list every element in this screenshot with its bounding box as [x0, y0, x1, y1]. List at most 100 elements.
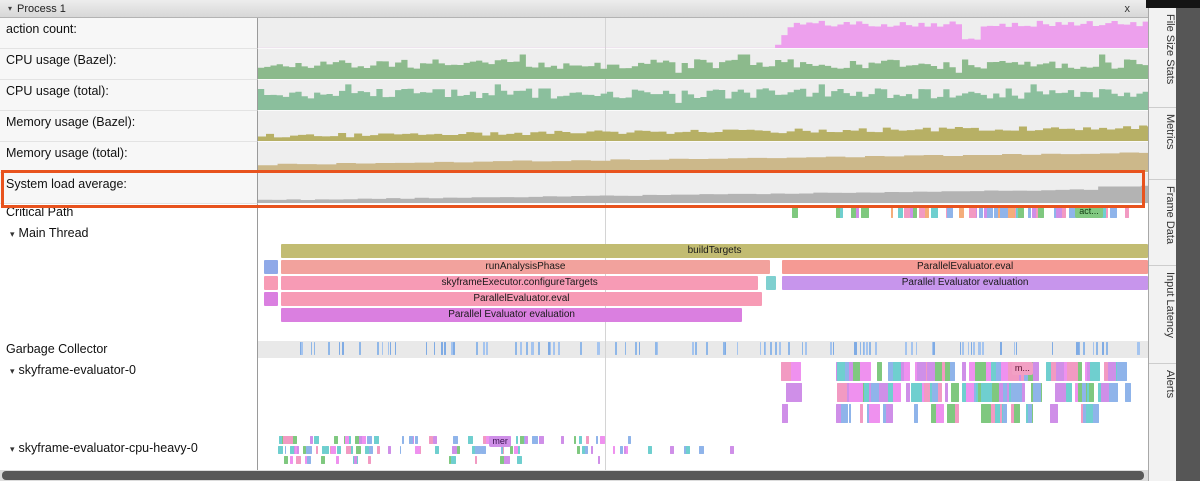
- event-tick[interactable]: [1083, 383, 1094, 402]
- event-tick[interactable]: [990, 404, 996, 423]
- scrollbar-thumb[interactable]: [2, 471, 1144, 480]
- event-tick[interactable]: [905, 383, 911, 402]
- event-tick[interactable]: [1079, 342, 1081, 355]
- event-tick[interactable]: [389, 342, 392, 355]
- event-tick[interactable]: [985, 205, 994, 218]
- flame-bar[interactable]: ParallelEvaluator.eval: [281, 292, 762, 306]
- event-tick[interactable]: [476, 342, 478, 355]
- event-tick[interactable]: [335, 456, 340, 464]
- event-tick[interactable]: [962, 362, 966, 381]
- event-tick[interactable]: [1033, 383, 1037, 402]
- evaluator-cpu-heavy-chip[interactable]: mer: [489, 436, 511, 447]
- event-tick[interactable]: [1054, 383, 1067, 402]
- event-tick[interactable]: [486, 342, 488, 355]
- event-tick[interactable]: [862, 342, 864, 355]
- flame-bar[interactable]: ParallelEvaluator.eval: [782, 260, 1148, 274]
- event-tick[interactable]: [866, 342, 868, 355]
- event-tick[interactable]: [296, 456, 301, 464]
- event-tick[interactable]: [995, 362, 1002, 381]
- event-tick[interactable]: [978, 362, 987, 381]
- event-tick[interactable]: [933, 342, 935, 355]
- event-tick[interactable]: [613, 446, 616, 454]
- event-tick[interactable]: [794, 383, 803, 402]
- event-tick[interactable]: [366, 436, 373, 444]
- event-tick[interactable]: [724, 342, 727, 355]
- event-tick[interactable]: [1047, 362, 1057, 381]
- event-tick[interactable]: [453, 436, 458, 444]
- event-tick[interactable]: [655, 342, 657, 355]
- event-tick[interactable]: [433, 436, 437, 444]
- event-tick[interactable]: [970, 342, 972, 355]
- event-tick[interactable]: [868, 404, 881, 423]
- event-tick[interactable]: [917, 362, 927, 381]
- event-tick[interactable]: [309, 436, 313, 444]
- event-tick[interactable]: [992, 404, 1005, 423]
- event-tick[interactable]: [305, 456, 308, 464]
- event-tick[interactable]: [346, 446, 352, 454]
- evaluator-cpu-heavy-track[interactable]: mer: [258, 436, 1148, 470]
- garbage-collector-track[interactable]: [258, 341, 1148, 358]
- event-tick[interactable]: [1061, 205, 1066, 218]
- event-tick[interactable]: [897, 205, 903, 218]
- event-tick[interactable]: [928, 383, 934, 402]
- event-tick[interactable]: [1116, 362, 1127, 381]
- event-tick[interactable]: [878, 383, 890, 402]
- event-tick[interactable]: [1050, 404, 1058, 423]
- event-tick[interactable]: [519, 436, 524, 444]
- event-tick[interactable]: [968, 362, 980, 381]
- event-tick[interactable]: [853, 362, 860, 381]
- event-tick[interactable]: [723, 342, 726, 355]
- event-tick[interactable]: [779, 342, 782, 355]
- event-tick[interactable]: [1081, 383, 1087, 402]
- track-label[interactable]: Critical Path: [0, 204, 258, 221]
- event-tick[interactable]: [440, 342, 443, 355]
- main-thread-track[interactable]: buildTargets runAnalysisPhase ParallelEval…: [258, 221, 1148, 341]
- event-tick[interactable]: [978, 205, 984, 218]
- event-tick[interactable]: [1109, 383, 1119, 402]
- event-tick[interactable]: [1097, 383, 1105, 402]
- thread-label-evaluator-cpu-heavy[interactable]: ▾ skyframe-evaluator-cpu-heavy-0: [0, 436, 258, 470]
- event-tick[interactable]: [1035, 205, 1038, 218]
- horizontal-scrollbar[interactable]: [0, 470, 1148, 481]
- event-tick[interactable]: [760, 342, 762, 355]
- event-tick[interactable]: [450, 456, 456, 464]
- event-tick[interactable]: [321, 456, 326, 464]
- critical-path-track[interactable]: act...: [258, 204, 1148, 221]
- event-tick[interactable]: [920, 383, 924, 402]
- event-tick[interactable]: [451, 342, 454, 355]
- event-tick[interactable]: [638, 342, 640, 355]
- flame-bar[interactable]: [766, 276, 776, 290]
- event-tick[interactable]: [313, 436, 320, 444]
- event-tick[interactable]: [729, 446, 735, 454]
- event-tick[interactable]: [306, 456, 312, 464]
- event-tick[interactable]: [517, 456, 522, 464]
- event-tick[interactable]: [781, 404, 788, 423]
- event-tick[interactable]: [549, 342, 551, 355]
- event-tick[interactable]: [331, 446, 336, 454]
- flame-bar[interactable]: Parallel Evaluator evaluation: [281, 308, 743, 322]
- event-tick[interactable]: [1067, 362, 1079, 381]
- event-tick[interactable]: [628, 436, 631, 444]
- event-tick[interactable]: [577, 446, 581, 454]
- event-tick[interactable]: [283, 456, 289, 464]
- event-tick[interactable]: [368, 456, 372, 464]
- event-tick[interactable]: [387, 446, 391, 454]
- event-tick[interactable]: [585, 436, 589, 444]
- event-tick[interactable]: [983, 362, 993, 381]
- event-tick[interactable]: [518, 446, 520, 454]
- event-tick[interactable]: [839, 404, 848, 423]
- tab-file-size-stats[interactable]: File Size Stats: [1149, 8, 1176, 108]
- evaluator0-track[interactable]: m...: [258, 358, 1148, 436]
- event-tick[interactable]: [615, 342, 618, 355]
- event-tick[interactable]: [300, 342, 303, 355]
- event-tick[interactable]: [582, 446, 588, 454]
- event-tick[interactable]: [578, 436, 583, 444]
- event-tick[interactable]: [903, 205, 910, 218]
- event-tick[interactable]: [444, 342, 446, 355]
- event-tick[interactable]: [525, 342, 528, 355]
- event-tick[interactable]: [1008, 205, 1016, 218]
- event-tick[interactable]: [837, 362, 847, 381]
- event-tick[interactable]: [804, 342, 807, 355]
- event-tick[interactable]: [324, 446, 329, 454]
- event-tick[interactable]: [310, 342, 313, 355]
